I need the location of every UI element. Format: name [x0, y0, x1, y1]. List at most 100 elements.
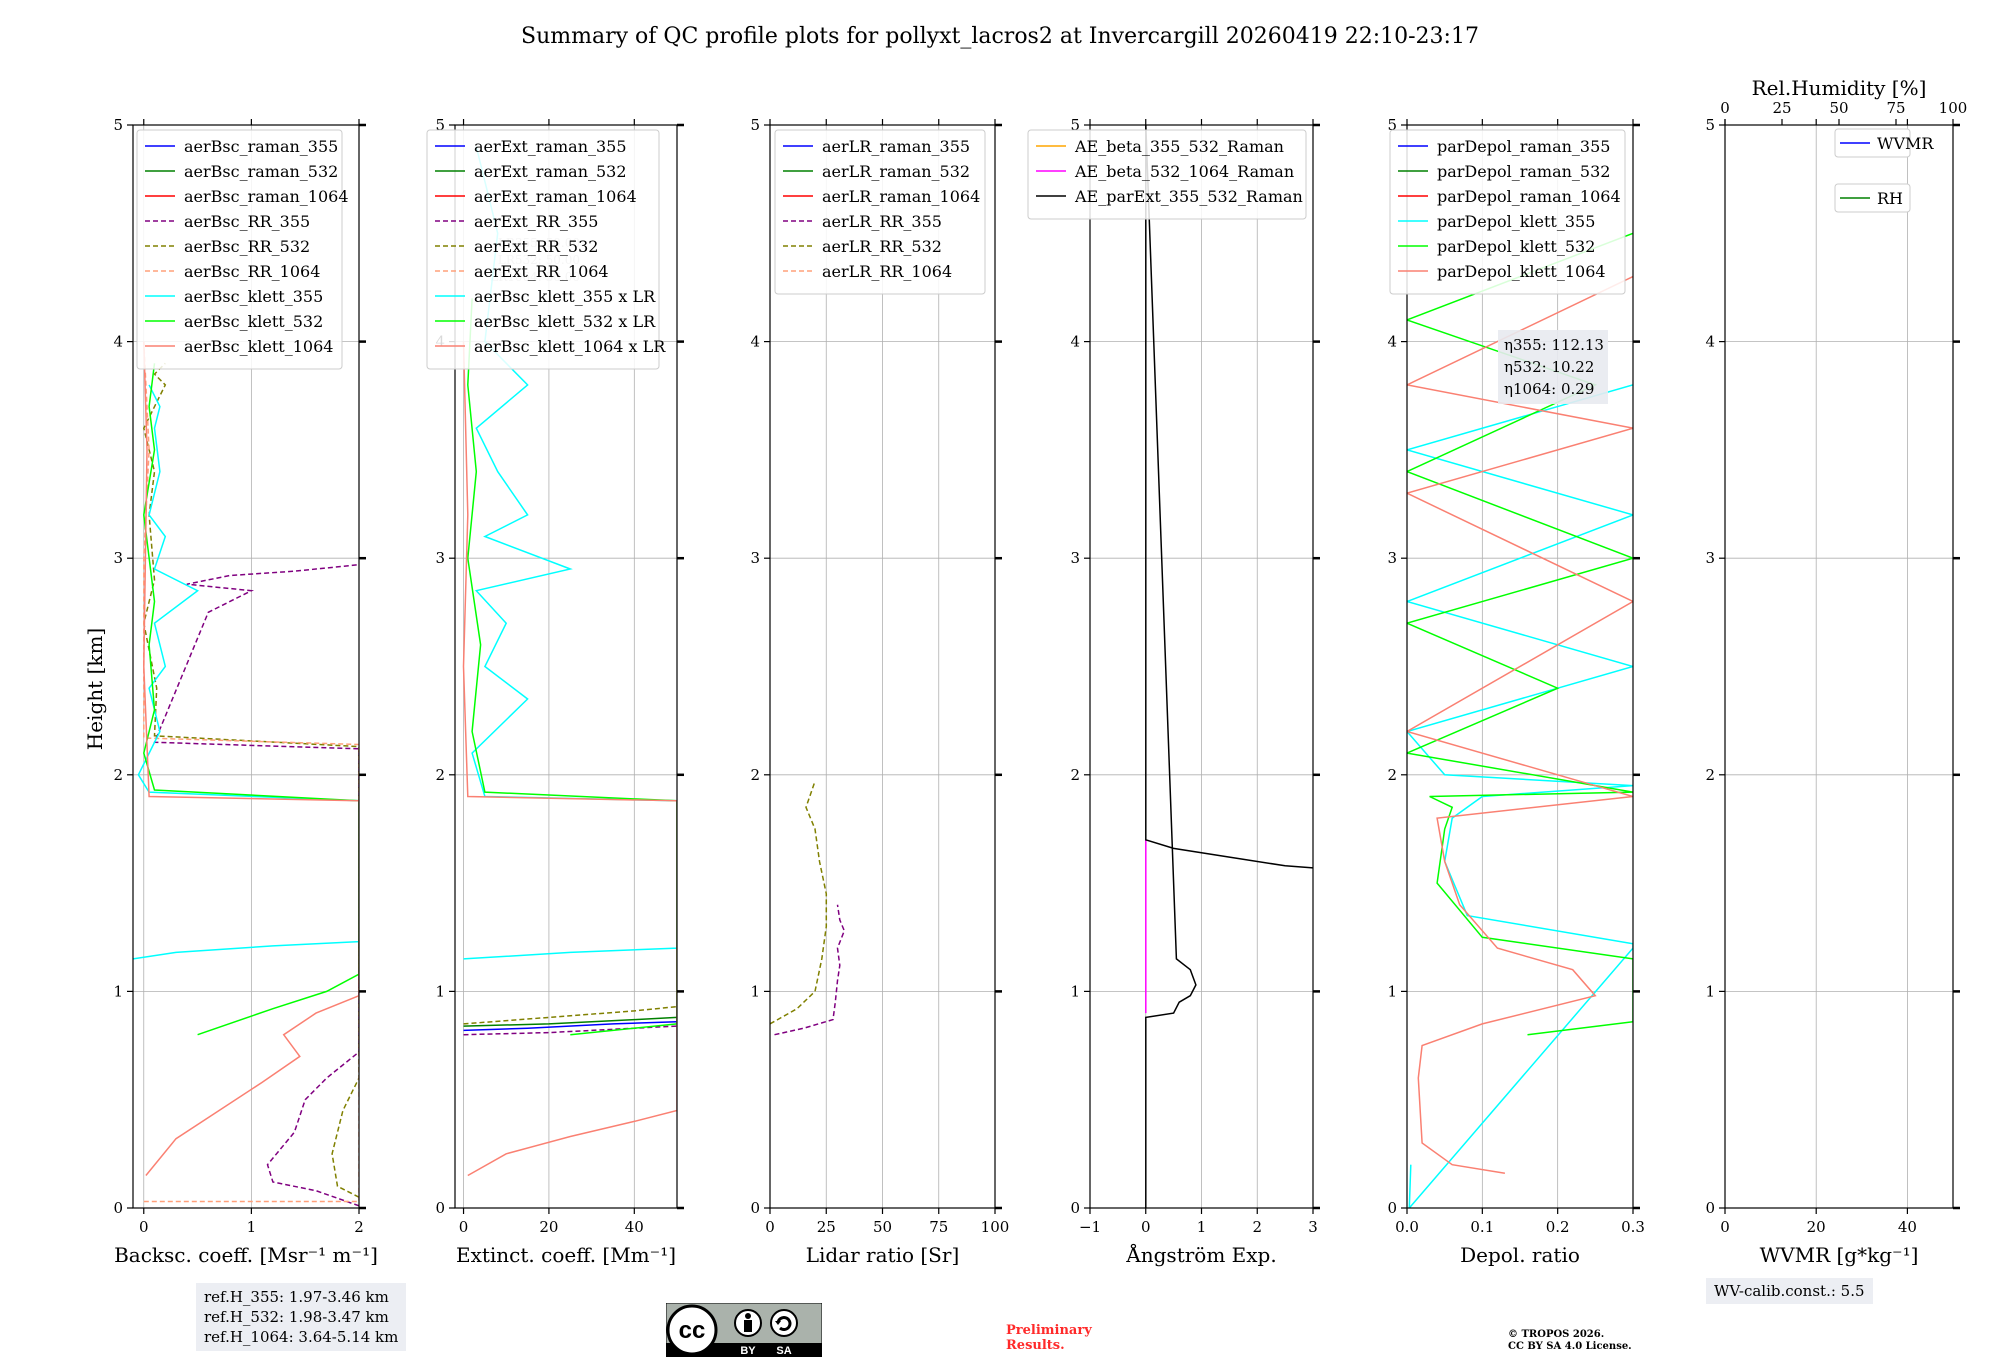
- legend: aerExt_raman_355 aerExt_raman_532 aerExt_r…: [426, 129, 666, 370]
- eta-label: η532: 10.22: [1504, 358, 1594, 376]
- legend-label: parDepol_klett_1064: [1437, 262, 1606, 281]
- wv-calib-box: WV-calib.const.: 5.5: [1706, 1278, 1873, 1304]
- y-tick-label: 3: [113, 549, 123, 567]
- series-line-aerBsc_RR_355: [153, 563, 359, 1207]
- series-group: [1407, 232, 1633, 1208]
- legend-label: RH: [1877, 189, 1903, 208]
- by-label: BY: [740, 1345, 756, 1357]
- x-tick-label: 40: [625, 1218, 644, 1236]
- y-tick-label: 4: [113, 333, 123, 351]
- cc-letters: cc: [679, 1317, 706, 1344]
- x-tick-label: 50: [873, 1218, 892, 1236]
- x-axis-label: Ångström Exp.: [1125, 1242, 1276, 1267]
- legend: AE_beta_355_532_Raman AE_beta_532_1064_Ra…: [1027, 129, 1307, 220]
- y-tick-label: 0: [750, 1199, 760, 1217]
- legend-label: aerExt_RR_1064: [474, 262, 609, 281]
- x-tick-label: 2: [1252, 1218, 1262, 1236]
- y-tick-label: 2: [113, 766, 123, 784]
- y-tick-label: 3: [750, 549, 760, 567]
- legend-label: aerExt_RR_355: [474, 212, 598, 231]
- legend: aerBsc_raman_355 aerBsc_raman_532 aerBsc_r…: [136, 129, 349, 370]
- legend-label: parDepol_raman_532: [1437, 162, 1610, 181]
- eta-box: [1498, 330, 1608, 404]
- y-tick-label: 1: [1387, 982, 1397, 1000]
- axes-frame: [1406, 124, 1634, 1209]
- y-tick-label: 1: [1070, 982, 1080, 1000]
- legend-label: aerExt_raman_355: [474, 137, 627, 156]
- legend-label: parDepol_klett_355: [1437, 212, 1595, 231]
- preliminary-note: Preliminary Results.: [1006, 1323, 1092, 1353]
- series-line-AE_parExt_355_532_Raman: [1145, 125, 1313, 1208]
- series-line-aerLR_RR_532: [770, 781, 828, 1025]
- y-tick-label: 2: [750, 766, 760, 784]
- x-axis-label: Depol. ratio: [1460, 1243, 1580, 1267]
- y-tick-label: 1: [435, 982, 445, 1000]
- series-line-aerExt_raman_532: [463, 1016, 677, 1027]
- legend-box: [1834, 183, 1911, 213]
- copyright-line-1: © TROPOS 2026.: [1508, 1329, 1605, 1340]
- legend-box: [774, 129, 986, 295]
- top-tick-label: 100: [1939, 99, 1968, 117]
- top-tick-label: 25: [1772, 99, 1791, 117]
- legend-label: aerBsc_raman_532: [184, 162, 338, 181]
- x-tick-label: 2: [354, 1218, 364, 1236]
- legend-label: aerBsc_RR_1064: [184, 262, 320, 281]
- axes-frame: [132, 124, 360, 1209]
- series-line-parDepol_klett_1064: [1407, 275, 1633, 1175]
- x-axis-label: WVMR [g*kg⁻¹]: [1760, 1243, 1919, 1267]
- ref-heights-box: ref.H_355: 1.97-3.46 km ref.H_532: 1.98-…: [196, 1283, 407, 1351]
- x-axis-label: Lidar ratio [Sr]: [806, 1243, 960, 1267]
- y-tick-label: 2: [1070, 766, 1080, 784]
- ref-height-532: ref.H_532: 1.98-3.47 km: [204, 1308, 389, 1326]
- legend-label: AE_parExt_355_532_Raman: [1074, 187, 1303, 206]
- legend-box: [1027, 129, 1307, 220]
- sa-label: SA: [776, 1345, 791, 1357]
- panel-water_vapor: 0 20 40 0 1 2 3 4 5 WVMR [g*kg⁻¹] 0 25 50 75 100 Rel.Hu…: [1705, 76, 1967, 1267]
- y-tick-label: 3: [1705, 549, 1715, 567]
- y-tick-label: 5: [1705, 116, 1715, 134]
- legend-label: aerBsc_RR_532: [184, 237, 310, 256]
- legend-label: WVMR: [1877, 134, 1934, 153]
- legend-box: [136, 129, 343, 370]
- legend-label: aerBsc_klett_355 x LR: [474, 287, 656, 306]
- top-axis-label: Rel.Humidity [%]: [1752, 76, 1927, 100]
- ref-height-355: ref.H_355: 1.97-3.46 km: [204, 1288, 389, 1306]
- panel-extinction: 02040012345Extinct. coeff. [Mm⁻¹]aerExt_…: [426, 116, 684, 1267]
- legend-label: aerExt_raman_532: [474, 162, 627, 181]
- legend-label: aerLR_raman_1064: [822, 187, 980, 206]
- preliminary-line-1: Preliminary: [1006, 1323, 1092, 1338]
- series-line-aerExt_raman_355: [463, 1020, 677, 1032]
- axes-frame: [1724, 124, 1954, 1209]
- figure-title: Summary of QC profile plots for pollyxt_…: [521, 24, 1479, 49]
- top-tick-label: 75: [1886, 99, 1905, 117]
- by-icon: [734, 1309, 762, 1337]
- eta-label: η355: 112.13: [1504, 336, 1604, 354]
- series-line-parDepol_klett_355: [1407, 384, 1633, 1208]
- y-tick-label: 0: [113, 1199, 123, 1217]
- legend: WVMR RH: [1834, 128, 1934, 213]
- x-tick-label: 1: [247, 1218, 257, 1236]
- legend-label: parDepol_raman_355: [1437, 137, 1610, 156]
- top-tick-label: 0: [1720, 99, 1730, 117]
- axes-frame: [454, 124, 678, 1209]
- legend-label: aerLR_raman_355: [822, 137, 970, 156]
- y-tick-label: 3: [1070, 549, 1080, 567]
- legend-label: aerLR_raman_532: [822, 162, 970, 181]
- y-tick-label: 1: [113, 982, 123, 1000]
- panel-depolarization: 0.0 0.1 0.2 0.3 0 1 2 3 4 5 Depol. ratio η355: 112.…: [1387, 116, 1644, 1267]
- eta-label: η1064: 0.29: [1504, 380, 1594, 398]
- x-axis-label: Extinct. coeff. [Mm⁻¹]: [456, 1243, 676, 1267]
- y-tick-label: 0: [1387, 1199, 1397, 1217]
- copyright-line-2: CC BY SA 4.0 License.: [1508, 1341, 1632, 1352]
- legend-label: parDepol_klett_532: [1437, 237, 1595, 256]
- x-tick-label: 0.1: [1470, 1218, 1494, 1236]
- legend-label: aerBsc_klett_1064 x LR: [474, 337, 666, 356]
- x-tick-label: 40: [1898, 1218, 1917, 1236]
- x-tick-label: 0: [1720, 1218, 1730, 1236]
- series-line-aerBsc_klett_532: [143, 363, 359, 1036]
- x-tick-label: 0.2: [1546, 1218, 1570, 1236]
- sa-icon: [770, 1309, 798, 1337]
- legend-label: aerBsc_klett_1064: [184, 337, 333, 356]
